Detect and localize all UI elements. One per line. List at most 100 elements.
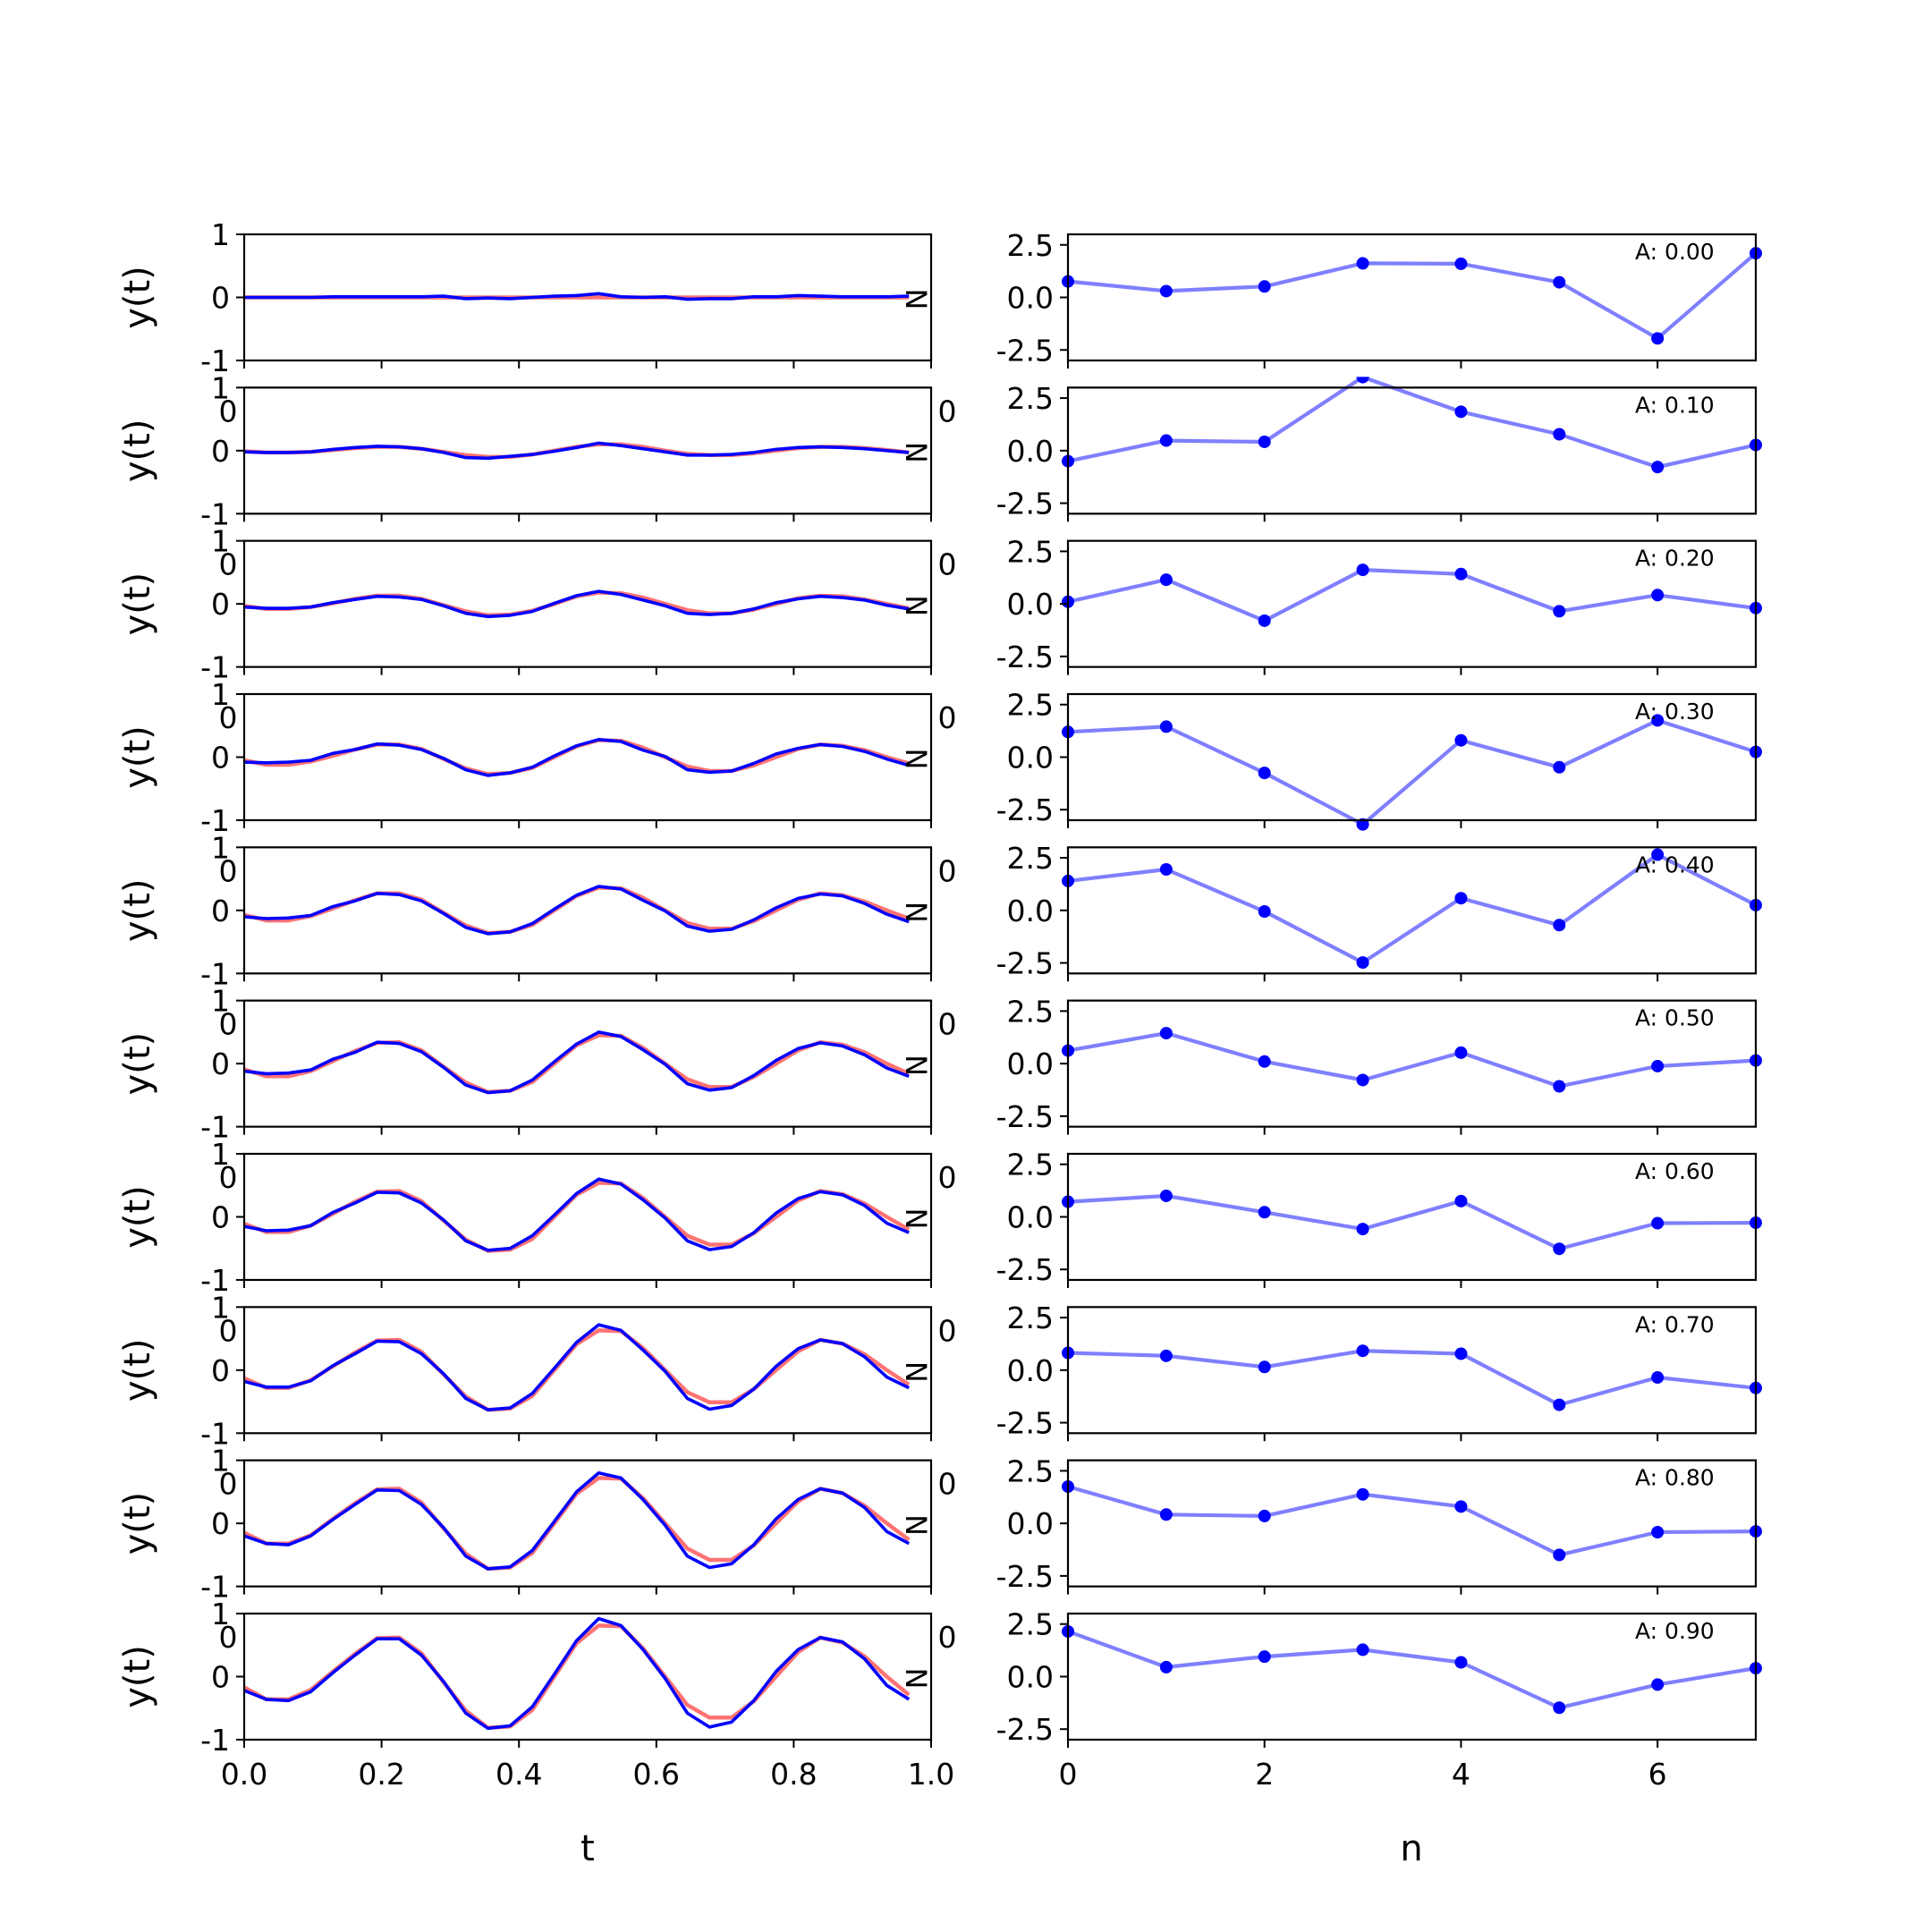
edge-glyph-label: N — [899, 289, 933, 310]
amplitude-annotation: A: 0.40 — [1635, 852, 1715, 877]
amplitude-annotation: A: 0.20 — [1635, 546, 1715, 572]
sample-line — [1067, 1349, 1757, 1407]
edge-glyph-label: N — [899, 749, 933, 770]
sample-line — [1067, 852, 1757, 965]
sample-point — [1454, 733, 1468, 747]
y-tick-label: 2.5 — [1007, 841, 1054, 876]
y-tick-label: 1 — [211, 1597, 230, 1631]
sample-point — [1454, 1194, 1468, 1208]
y-tick-label: 1 — [211, 677, 230, 712]
x-tick-label: 0.8 — [770, 1757, 817, 1792]
y-tick-label: 1 — [211, 524, 230, 559]
y-tick-label: -1 — [200, 496, 230, 531]
sample-plot-area — [1062, 1624, 1762, 1715]
overlap-tick-label: 0 — [219, 1313, 238, 1348]
overlap-tick-label: 0 — [219, 1160, 238, 1195]
axes-frame — [242, 1306, 933, 1435]
sample-panel: 2.5 0.0 -2.5 A: 0.30 — [996, 688, 1762, 831]
time-series-panel: 0 010-10.0 0.2 0.4 0.6 0.8 1.0y(t) N — [117, 1597, 957, 1792]
sample-point — [1356, 1344, 1369, 1358]
sample-plot-area — [1062, 247, 1762, 345]
overlap-tick-label: 0 — [938, 1160, 957, 1195]
sample-line — [1067, 1629, 1757, 1710]
fine-series-line — [243, 1177, 910, 1252]
overlap-tick-label: 0 — [938, 700, 957, 735]
overlap-tick-label: 0 — [219, 547, 238, 582]
y-tick-label: -2.5 — [996, 792, 1054, 827]
overlap-tick-label: 0 — [219, 1467, 238, 1502]
sample-point — [1356, 956, 1369, 970]
time-series-panel: 0 010-1y(t) N — [117, 1444, 957, 1605]
sample-point — [1356, 1643, 1369, 1657]
sample-panel: 2.5 0.0 -2.50 2 4 6 A: 0.90 — [996, 1607, 1762, 1792]
sample-point — [1258, 1055, 1271, 1068]
sample-plot-area — [1062, 1344, 1762, 1411]
sample-panel: 2.5 0.0 -2.5 A: 0.40 — [996, 841, 1762, 982]
sample-panel: 2.5 0.0 -2.5 A: 0.00 — [996, 228, 1762, 369]
left-x-axis-label: t — [580, 1828, 595, 1869]
time-series-panel: 0 010-1y(t) N — [117, 1290, 957, 1451]
y-tick-label: 2.5 — [1007, 534, 1054, 569]
sample-line — [1067, 251, 1758, 341]
sample-line — [1067, 377, 1757, 470]
sample-point — [1553, 919, 1566, 932]
overlap-tick-label: 0 — [938, 1620, 957, 1655]
sample-point — [1553, 1548, 1566, 1562]
sample-line — [1067, 567, 1757, 623]
time-series-panel: 1 0 -1 y(t) N — [117, 217, 933, 378]
y-tick-label: 1 — [211, 1290, 230, 1325]
x-tick-label: 0.6 — [633, 1757, 680, 1792]
sample-point — [1553, 1080, 1566, 1093]
fine-series-line — [244, 292, 910, 301]
axes-frame — [242, 999, 933, 1128]
sample-point — [1159, 1349, 1173, 1362]
sample-point — [1454, 257, 1468, 270]
y-tick-label: 0 — [211, 1506, 230, 1541]
y-tick-label: 1 — [211, 370, 230, 405]
edge-glyph-label: N — [899, 1208, 933, 1230]
y-tick-label: 1 — [211, 217, 230, 252]
sample-point — [1454, 1347, 1468, 1360]
amplitude-annotation: A: 0.60 — [1635, 1158, 1715, 1184]
y-tick-label: 1 — [211, 830, 230, 865]
y-tick-label: 2.5 — [1007, 1453, 1054, 1488]
sample-point — [1258, 1650, 1271, 1664]
edge-glyph-label: N — [899, 1514, 933, 1536]
y-axis-label: y(t) — [117, 1339, 158, 1402]
sample-point — [1651, 1371, 1665, 1385]
y-tick-label: 1 — [211, 984, 230, 1019]
y-tick-label: -2.5 — [996, 1712, 1054, 1747]
edge-glyph-label: N — [899, 1055, 933, 1076]
sample-point — [1356, 377, 1369, 384]
y-tick-label: 0.0 — [1007, 1353, 1054, 1388]
sample-point — [1651, 332, 1665, 345]
sample-point — [1651, 714, 1665, 727]
sample-point — [1159, 862, 1173, 876]
sample-point — [1159, 1027, 1173, 1040]
time-series-panel: 0 010-1y(t) N — [117, 984, 957, 1145]
sample-point — [1159, 1508, 1173, 1521]
sample-point — [1454, 1046, 1468, 1059]
y-tick-label: 2.5 — [1007, 1301, 1054, 1335]
sample-point — [1651, 589, 1665, 602]
sample-point — [1356, 1487, 1369, 1501]
y-tick-label: -2.5 — [996, 946, 1054, 981]
time-series-panel: 0 010-1y(t) N — [117, 370, 956, 531]
sample-plot-area — [1062, 848, 1762, 970]
sample-point — [1651, 848, 1665, 861]
axes-frame — [242, 1152, 933, 1282]
y-tick-label: 2.5 — [1007, 1607, 1054, 1642]
edge-glyph-label: N — [899, 595, 933, 616]
fine-series-line — [243, 589, 910, 619]
sample-line — [1067, 1484, 1757, 1557]
sample-point — [1258, 904, 1271, 918]
x-tick-label: 6 — [1648, 1757, 1667, 1792]
amplitude-annotation: A: 0.90 — [1635, 1618, 1715, 1644]
sample-point — [1553, 275, 1566, 289]
fine-series-line — [243, 441, 910, 461]
sample-point — [1454, 405, 1468, 419]
x-tick-label: 4 — [1452, 1757, 1470, 1792]
overlap-tick-label: 0 — [938, 1467, 957, 1502]
sample-point — [1159, 1660, 1173, 1674]
